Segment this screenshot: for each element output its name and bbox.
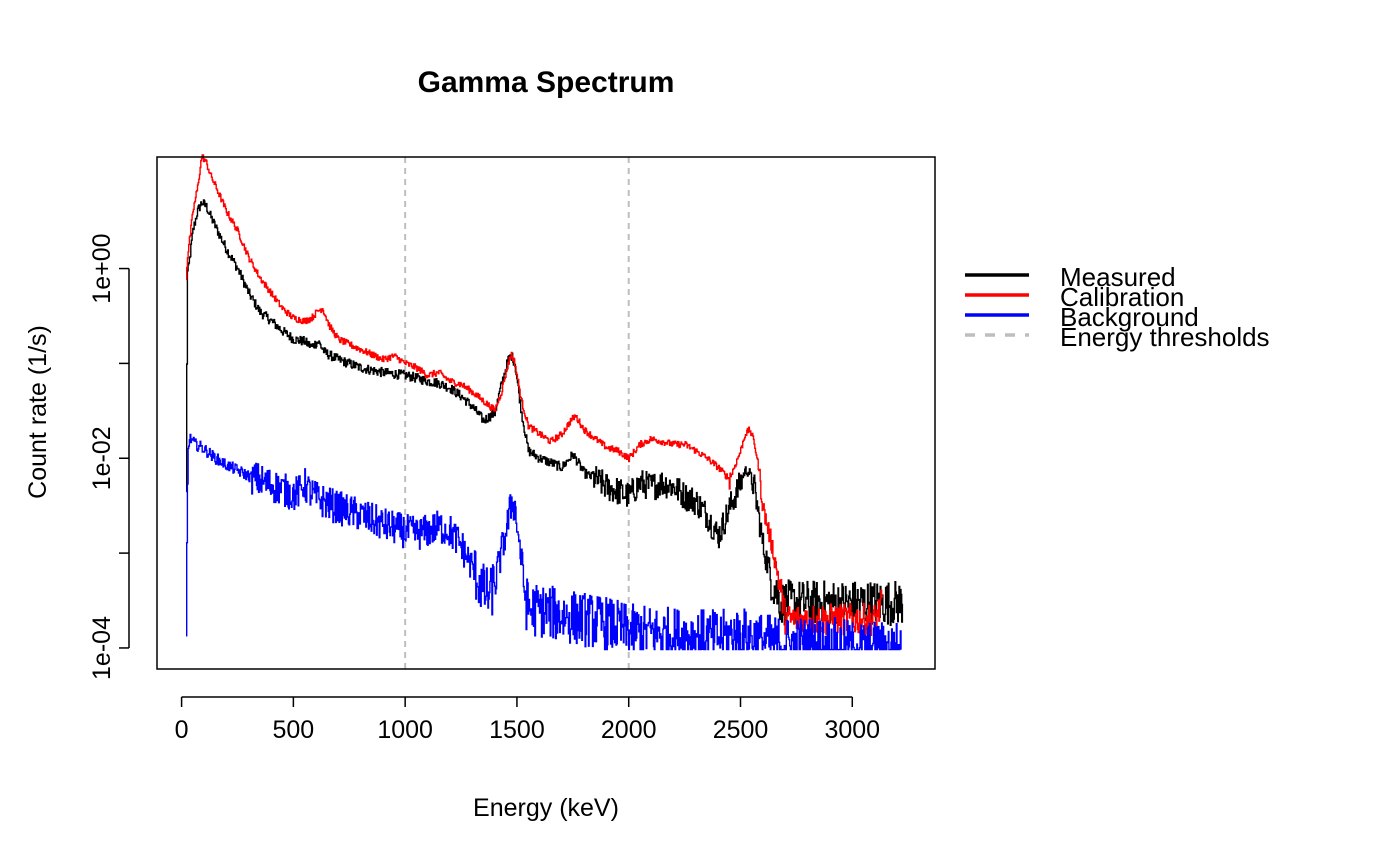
x-tick-label-2500: 2500 (713, 716, 769, 744)
plot-frame (156, 156, 936, 670)
legend-label-0: Measured (1060, 262, 1176, 292)
x-tick-label-500: 500 (273, 716, 315, 744)
legend-label-1: Calibration (1060, 282, 1184, 312)
x-tick-label-0: 0 (175, 716, 189, 744)
threshold-lines (404, 157, 630, 669)
y-axis: 1e-04 1e-02 1e+00 (88, 233, 130, 680)
y-tick-label-2: 1e-02 (88, 426, 116, 490)
series-line-calibration (186, 154, 883, 636)
x-tick-label-3000: 3000 (824, 716, 880, 744)
chart-title: Gamma Spectrum (418, 66, 675, 99)
x-axis-label: Energy (keV) (473, 794, 619, 822)
x-axis: 0 500 1000 1500 2000 2500 3000 (175, 696, 880, 744)
legend-label-3: Energy thresholds (1060, 322, 1270, 352)
y-axis-label: Count rate (1/s) (24, 325, 52, 499)
x-tick-label-1000: 1000 (377, 716, 433, 744)
data-series (186, 154, 904, 651)
legend-label-2: Background (1060, 302, 1199, 332)
series-line-measured (186, 199, 904, 627)
series-line-background (186, 433, 902, 651)
x-tick-label-1500: 1500 (489, 716, 545, 744)
y-tick-label-0: 1e-04 (88, 616, 116, 680)
y-tick-label-4: 1e+00 (88, 233, 116, 303)
x-tick-label-2000: 2000 (601, 716, 657, 744)
